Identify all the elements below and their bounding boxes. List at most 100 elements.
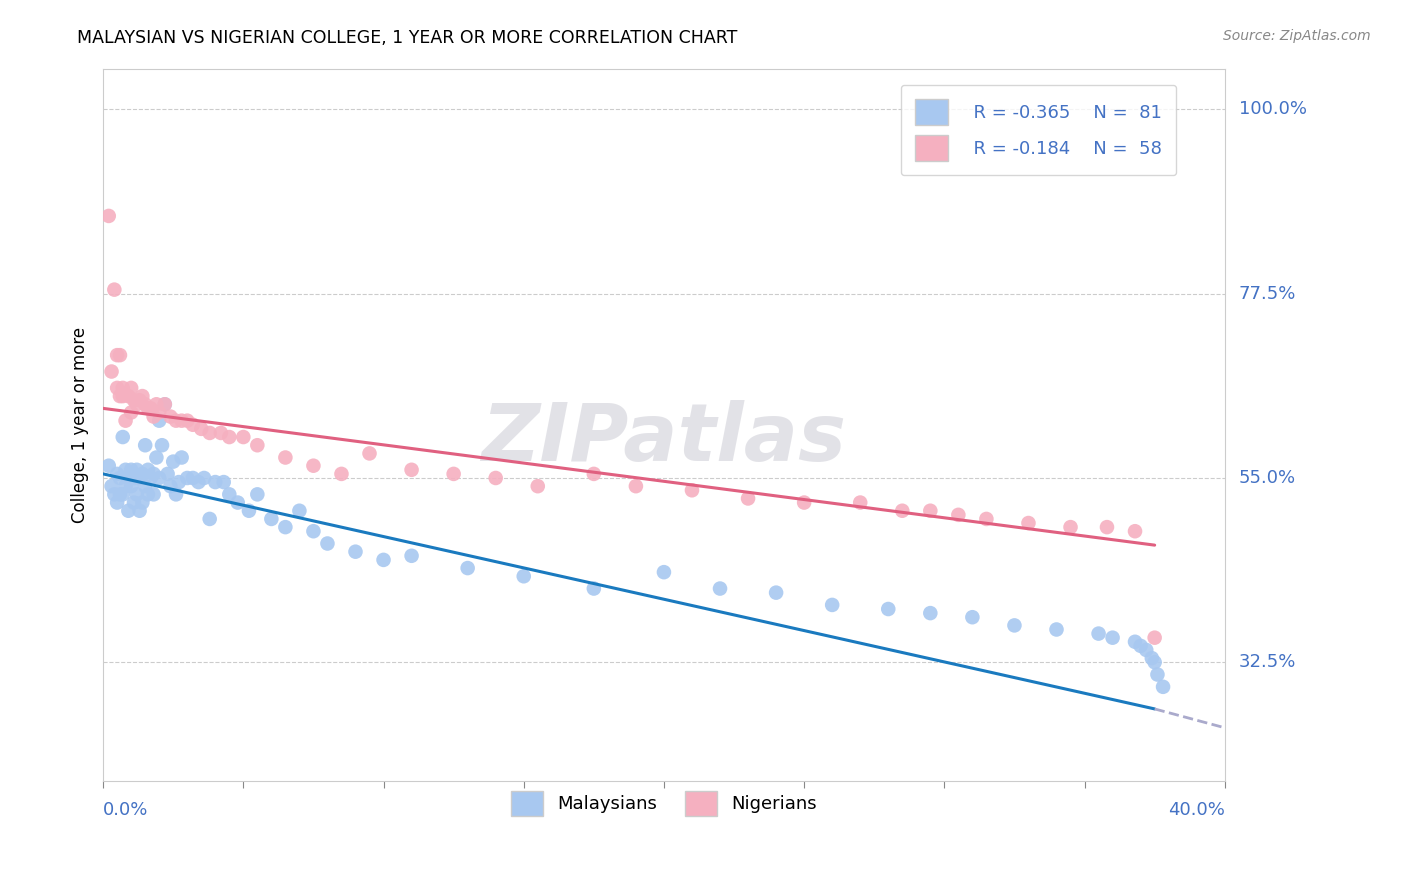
Point	[443, 467, 465, 481]
Text: MALAYSIAN VS NIGERIAN COLLEGE, 1 YEAR OR MORE CORRELATION CHART: MALAYSIAN VS NIGERIAN COLLEGE, 1 YEAR OR…	[77, 29, 738, 46]
Text: 55.0%: 55.0%	[1239, 469, 1296, 487]
Point	[1101, 631, 1123, 645]
Point	[142, 487, 165, 501]
Point	[120, 479, 142, 493]
Point	[193, 471, 215, 485]
Point	[122, 495, 145, 509]
Point	[401, 549, 423, 563]
Point	[232, 430, 254, 444]
Point	[204, 475, 226, 489]
Point	[187, 475, 209, 489]
Point	[117, 389, 139, 403]
Point	[198, 512, 221, 526]
Point	[131, 389, 153, 403]
Point	[139, 471, 162, 485]
Point	[1087, 626, 1109, 640]
Text: 77.5%: 77.5%	[1239, 285, 1296, 302]
Point	[709, 582, 731, 596]
Point	[1004, 618, 1026, 632]
Point	[316, 536, 339, 550]
Point	[134, 438, 156, 452]
Point	[108, 487, 131, 501]
Point	[821, 598, 844, 612]
Point	[142, 409, 165, 424]
Text: ZIPatlas: ZIPatlas	[481, 400, 846, 478]
Point	[156, 467, 179, 481]
Point	[153, 397, 176, 411]
Point	[103, 487, 125, 501]
Point	[125, 397, 148, 411]
Point	[136, 463, 159, 477]
Point	[1129, 639, 1152, 653]
Point	[373, 553, 395, 567]
Point	[125, 487, 148, 501]
Point	[891, 504, 914, 518]
Point	[1059, 520, 1081, 534]
Point	[122, 471, 145, 485]
Point	[226, 495, 249, 509]
Point	[513, 569, 536, 583]
Point	[148, 471, 170, 485]
Point	[849, 495, 872, 509]
Point	[765, 585, 787, 599]
Point	[111, 389, 134, 403]
Point	[165, 414, 187, 428]
Text: 40.0%: 40.0%	[1168, 802, 1225, 820]
Point	[153, 397, 176, 411]
Point	[148, 405, 170, 419]
Point	[1123, 524, 1146, 539]
Point	[1135, 643, 1157, 657]
Point	[330, 467, 353, 481]
Point	[145, 450, 167, 465]
Point	[176, 414, 198, 428]
Point	[170, 450, 193, 465]
Point	[624, 479, 647, 493]
Point	[134, 479, 156, 493]
Point	[170, 414, 193, 428]
Point	[920, 606, 942, 620]
Point	[274, 520, 297, 534]
Point	[105, 467, 128, 481]
Point	[1123, 634, 1146, 648]
Point	[401, 463, 423, 477]
Point	[114, 463, 136, 477]
Point	[976, 512, 998, 526]
Point	[111, 487, 134, 501]
Point	[1140, 651, 1163, 665]
Point	[1095, 520, 1118, 534]
Point	[165, 487, 187, 501]
Point	[142, 467, 165, 481]
Point	[97, 458, 120, 473]
Point	[159, 479, 181, 493]
Point	[114, 479, 136, 493]
Point	[485, 471, 508, 485]
Point	[359, 446, 381, 460]
Point	[120, 463, 142, 477]
Point	[97, 209, 120, 223]
Text: 100.0%: 100.0%	[1239, 101, 1306, 119]
Point	[122, 393, 145, 408]
Text: Source: ZipAtlas.com: Source: ZipAtlas.com	[1223, 29, 1371, 43]
Point	[148, 414, 170, 428]
Point	[218, 487, 240, 501]
Point	[105, 381, 128, 395]
Point	[920, 504, 942, 518]
Point	[238, 504, 260, 518]
Point	[582, 582, 605, 596]
Point	[128, 471, 150, 485]
Point	[125, 463, 148, 477]
Text: 0.0%: 0.0%	[103, 802, 149, 820]
Y-axis label: College, 1 year or more: College, 1 year or more	[72, 326, 89, 523]
Point	[150, 438, 173, 452]
Point	[111, 381, 134, 395]
Point	[108, 471, 131, 485]
Point	[1017, 516, 1039, 530]
Point	[114, 414, 136, 428]
Point	[877, 602, 900, 616]
Point	[246, 438, 269, 452]
Point	[145, 397, 167, 411]
Point	[1146, 667, 1168, 681]
Point	[344, 544, 367, 558]
Point	[1143, 631, 1166, 645]
Point	[948, 508, 970, 522]
